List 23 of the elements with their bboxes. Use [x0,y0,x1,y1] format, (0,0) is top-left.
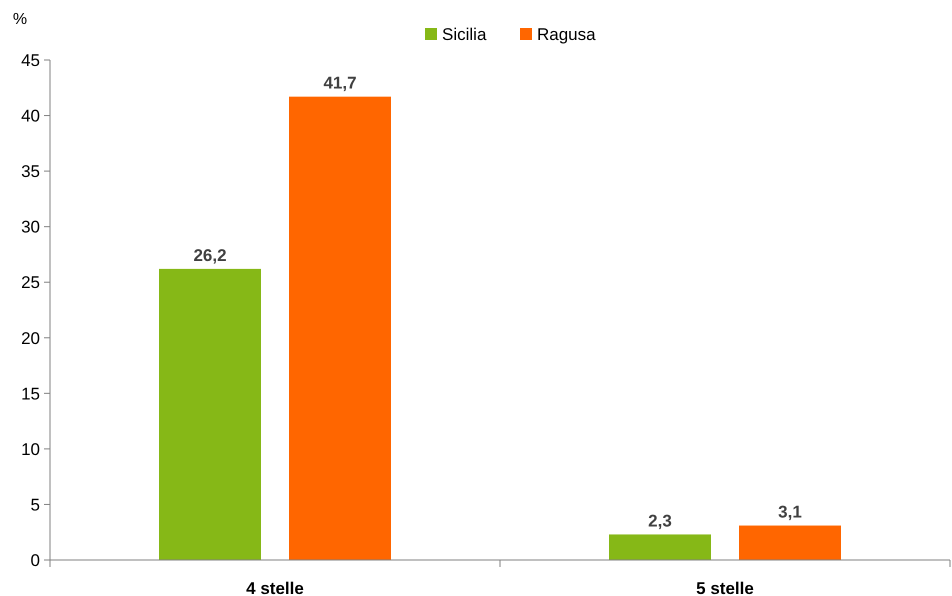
data-label: 3,1 [778,502,802,522]
legend-label: Ragusa [537,25,596,44]
bar [739,526,841,560]
bar [289,96,391,560]
data-label: 41,7 [323,74,357,93]
y-tick-label: 20 [21,328,40,348]
x-tick-label: 4 stelle [246,579,304,596]
y-tick-label: 45 [21,51,40,70]
data-label: 2,3 [648,511,672,530]
y-tick-label: 15 [21,384,40,404]
y-tick-label: 25 [21,273,40,292]
y-tick-label: 40 [21,106,40,126]
y-tick-label: 35 [21,162,40,182]
y-axis-title: % [12,11,28,28]
y-tick-label: 0 [30,551,40,570]
data-label: 26,2 [193,246,227,265]
bar [159,268,261,560]
bar [609,534,711,560]
y-tick-label: 10 [21,440,40,459]
legend-label: Sicilia [442,25,487,44]
y-tick-label: 30 [21,218,40,237]
y-tick-label: 5 [30,495,40,514]
x-tick-label: 5 stelle [696,579,754,596]
